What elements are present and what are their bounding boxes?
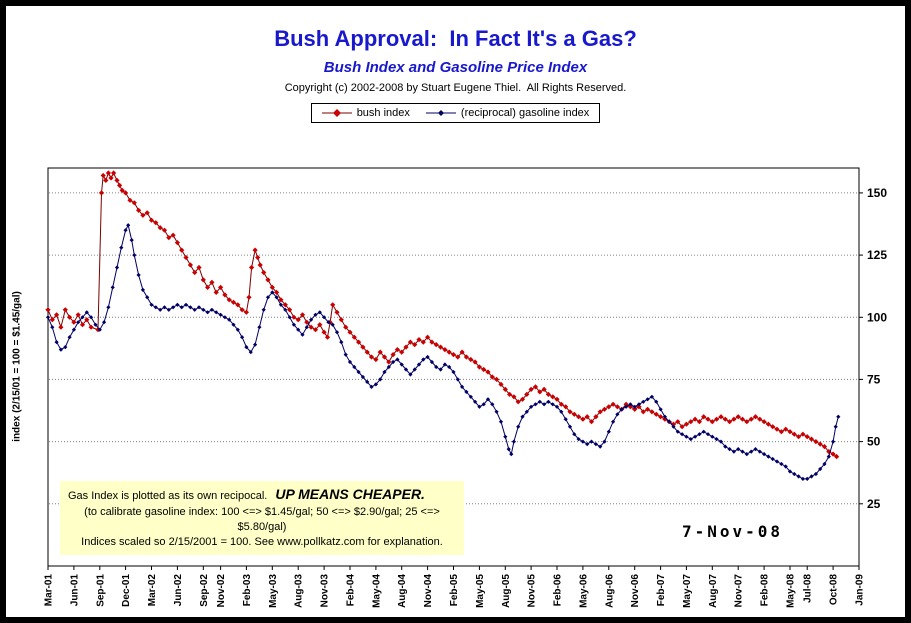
note-box: Gas Index is plotted as its own recipoca…	[60, 481, 464, 555]
y-tick-label: 100	[867, 310, 887, 324]
x-tick-label: Feb-05	[449, 574, 460, 607]
x-tick-label: Jun-01	[69, 574, 80, 607]
gas-series-markers	[45, 223, 841, 481]
note-line-2: (to calibrate gasoline index: 100 <=> $1…	[84, 505, 440, 518]
x-tick-label: May-06	[578, 574, 589, 608]
note-text: Gas Index is plotted as its own recipoca…	[68, 490, 268, 502]
legend-row: bush index (reciprocal) gasoline index	[6, 103, 905, 123]
x-tick-label: Nov-07	[734, 574, 745, 608]
y-tick-label: 25	[867, 497, 881, 511]
x-tick-label: May-04	[371, 574, 382, 608]
x-tick-label: Sep-02	[199, 574, 210, 607]
copyright-text: Copyright (c) 2002-2008 by Stuart Eugene…	[284, 82, 627, 94]
page-title: Bush Approval: In Fact It's a Gas?	[274, 26, 637, 51]
x-tick-label: Mar-02	[147, 574, 158, 607]
legend-label-gas: (reciprocal) gasoline index	[460, 107, 590, 119]
x-tick-label: Dec-01	[121, 574, 132, 607]
bush-series-marker-icon	[321, 109, 352, 117]
legend-item-gas: (reciprocal) gasoline index	[425, 107, 590, 119]
x-tick-label: Feb-06	[553, 574, 564, 607]
y-tick-label: 150	[867, 186, 887, 200]
note-line-1: Gas Index is plotted as its own recipoca…	[66, 485, 458, 505]
note-emphasis: UP MEANS CHEAPER.	[275, 486, 425, 502]
y-tick-label: 125	[867, 248, 887, 262]
x-tick-label: Feb-03	[242, 574, 253, 607]
bush-series-markers	[45, 170, 840, 460]
x-tick-label: Mar-01	[44, 574, 55, 607]
x-tick-label: Jul-08	[803, 574, 814, 603]
x-tick-label: Feb-04	[346, 574, 357, 607]
chart-plot: 25 50 75 100 125 150 Mar-01 Jun-01 Sep-01 Dec-01 M…	[44, 167, 887, 608]
x-tick-label: Jun-02	[173, 574, 184, 607]
y-tick-label: 75	[867, 372, 881, 386]
x-tick-label: Sep-01	[95, 574, 106, 607]
x-tick-label: Aug-04	[397, 574, 408, 608]
x-tick-label: Nov-05	[527, 574, 538, 608]
x-tick-label: Nov-06	[630, 574, 641, 608]
x-tick-label: Aug-03	[294, 574, 305, 608]
x-tick-label: Aug-06	[604, 574, 615, 608]
x-tick-label: Nov-03	[320, 574, 331, 608]
legend-item-bush: bush index	[321, 107, 410, 119]
x-tick-label: May-05	[475, 574, 486, 608]
x-tick-label: Nov-02	[216, 574, 227, 608]
x-tick-label: Jan-09	[855, 574, 866, 606]
page-subtitle: Bush Index and Gasoline Price Index	[323, 59, 588, 76]
note-line-4: Indices scaled so 2/15/2001 = 100. See w…	[81, 536, 443, 549]
y-axis-title: index (2/15/01 = 100 = $1.45/gal)	[11, 291, 23, 442]
x-tick-label: Feb-08	[760, 574, 771, 607]
x-tick-label: Feb-07	[656, 574, 667, 607]
x-tick-label: May-07	[682, 574, 693, 608]
x-tick-label: Aug-07	[708, 574, 719, 608]
x-tick-label: May-03	[268, 574, 279, 608]
chart-area: index (2/15/01 = 100 = $1.45/gal) 25 50 75…	[6, 156, 905, 617]
note-line-3: $5.80/gal)	[237, 520, 287, 533]
x-tick-label: Nov-04	[423, 574, 434, 608]
legend-label-bush: bush index	[356, 107, 410, 119]
gas-series-marker-icon	[425, 110, 456, 116]
bush-series-line	[47, 171, 837, 458]
legend: bush index (reciprocal) gasoline index	[310, 103, 601, 123]
x-tick-label: May-08	[786, 574, 797, 608]
x-tick-label: Oct-08	[829, 574, 840, 606]
date-stamp: 7-Nov-08	[682, 522, 784, 541]
y-tick-label: 50	[867, 435, 881, 449]
x-tick-label: Aug-05	[501, 574, 512, 608]
